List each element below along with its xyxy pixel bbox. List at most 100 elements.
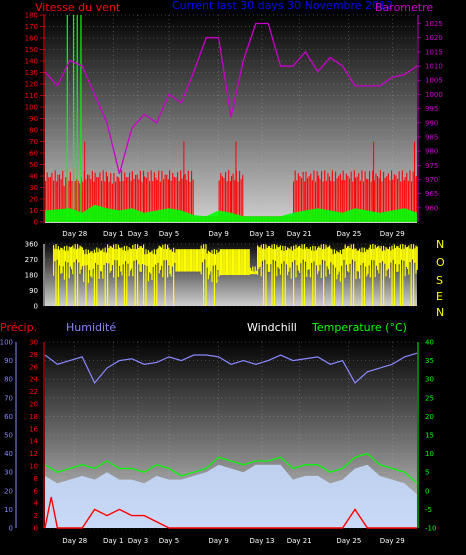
direction-bar	[67, 250, 69, 263]
wind-bar	[392, 179, 394, 222]
direction-bar	[397, 246, 399, 272]
direction-bar	[378, 245, 380, 274]
direction-bar	[277, 247, 279, 268]
direction-bar	[275, 248, 277, 261]
wind-bar	[395, 175, 397, 222]
x-tick-label: Day 13	[250, 230, 275, 238]
wind-bar	[377, 176, 379, 222]
direction-bar	[385, 247, 387, 277]
wind-bar	[189, 181, 191, 222]
wind-bar	[225, 171, 227, 222]
direction-bar	[291, 250, 293, 263]
temp-tick-label: 20	[425, 413, 434, 421]
direction-bar	[174, 252, 176, 264]
direction-bar	[165, 248, 167, 261]
direction-bar	[233, 249, 235, 275]
direction-bar	[349, 248, 351, 264]
x-tick-label: Day 3	[128, 230, 149, 238]
wind-bar	[404, 177, 406, 222]
direction-bar	[393, 244, 395, 306]
direction-bar	[309, 246, 311, 278]
direction-bar	[89, 252, 91, 271]
wind-bar	[339, 173, 341, 222]
wind-bar	[393, 174, 395, 222]
wind-bar	[297, 173, 299, 222]
windchill-area	[45, 464, 417, 528]
direction-bar	[177, 249, 179, 272]
wind-bar	[231, 175, 233, 222]
wind-bar	[149, 181, 151, 222]
wind-bar	[406, 172, 408, 222]
direction-bar	[210, 252, 212, 272]
wind-bar	[391, 170, 393, 222]
wind-bar	[397, 178, 399, 222]
wind-bar	[353, 170, 355, 222]
direction-bar	[369, 244, 371, 278]
direction-bar	[191, 249, 193, 272]
wind-tick-label: 10	[29, 207, 38, 215]
direction-bar	[192, 249, 194, 272]
direction-bar	[173, 247, 175, 306]
direction-bar	[407, 246, 409, 269]
wind-bar	[192, 179, 194, 222]
precip-tick-label: 24	[29, 376, 38, 384]
wind-tick-label: 150	[25, 46, 38, 54]
direction-bar	[294, 249, 296, 261]
windchill-label: Windchill	[247, 321, 297, 334]
direction-bar	[222, 249, 224, 275]
direction-bar	[164, 244, 166, 306]
direction-bar	[99, 250, 101, 272]
wind-bar	[317, 175, 319, 222]
direction-bar	[320, 244, 322, 278]
direction-bar	[227, 249, 229, 275]
wind-bar	[389, 180, 391, 222]
direction-bar	[193, 249, 195, 272]
wind-bar	[325, 180, 327, 222]
temperature-label: Temperature (°C)	[311, 321, 407, 334]
wind-bar	[359, 180, 361, 222]
direction-bar	[135, 249, 137, 260]
wind-bar	[187, 170, 189, 222]
wind-bar	[349, 178, 351, 222]
wind-bar	[63, 185, 65, 222]
temp-tick-label: 25	[425, 394, 434, 402]
direction-bar	[80, 246, 82, 270]
direction-bar	[84, 254, 86, 266]
direction-bar	[96, 247, 98, 306]
wind-bar	[48, 177, 50, 222]
wind-bar	[170, 180, 172, 222]
direction-bar	[207, 250, 209, 280]
wind-bar	[232, 173, 234, 222]
direction-bar	[110, 246, 112, 271]
wind-bar	[344, 180, 346, 222]
wind-bar	[364, 171, 366, 222]
direction-bar	[336, 250, 338, 280]
wind-tick-label: 90	[29, 115, 38, 123]
direction-bar	[56, 249, 58, 260]
wind-tick-label: 80	[29, 127, 38, 135]
direction-bar	[167, 244, 169, 278]
wind-bar	[138, 179, 140, 222]
direction-bar	[170, 249, 172, 277]
direction-bar	[212, 254, 214, 266]
x-tick-label: Day 29	[380, 537, 405, 545]
direction-bar	[285, 250, 287, 265]
wind-bar	[366, 178, 368, 222]
direction-bar	[69, 247, 71, 267]
direction-bar	[182, 249, 184, 272]
direction-bar	[126, 245, 128, 306]
wind-bar	[65, 177, 67, 222]
wind-bar	[409, 170, 411, 222]
direction-bar	[305, 248, 307, 262]
direction-bar	[125, 250, 127, 262]
direction-bar	[186, 249, 188, 272]
wind-bar	[378, 178, 380, 222]
direction-bar	[127, 250, 129, 264]
precip-tick-label: 8	[34, 475, 38, 483]
x-tick-label: Day 21	[287, 537, 312, 545]
wind-bar	[143, 170, 145, 222]
direction-bar	[401, 249, 403, 260]
direction-bar	[410, 244, 412, 306]
precip-line	[44, 496, 417, 529]
direction-bar	[255, 270, 257, 275]
